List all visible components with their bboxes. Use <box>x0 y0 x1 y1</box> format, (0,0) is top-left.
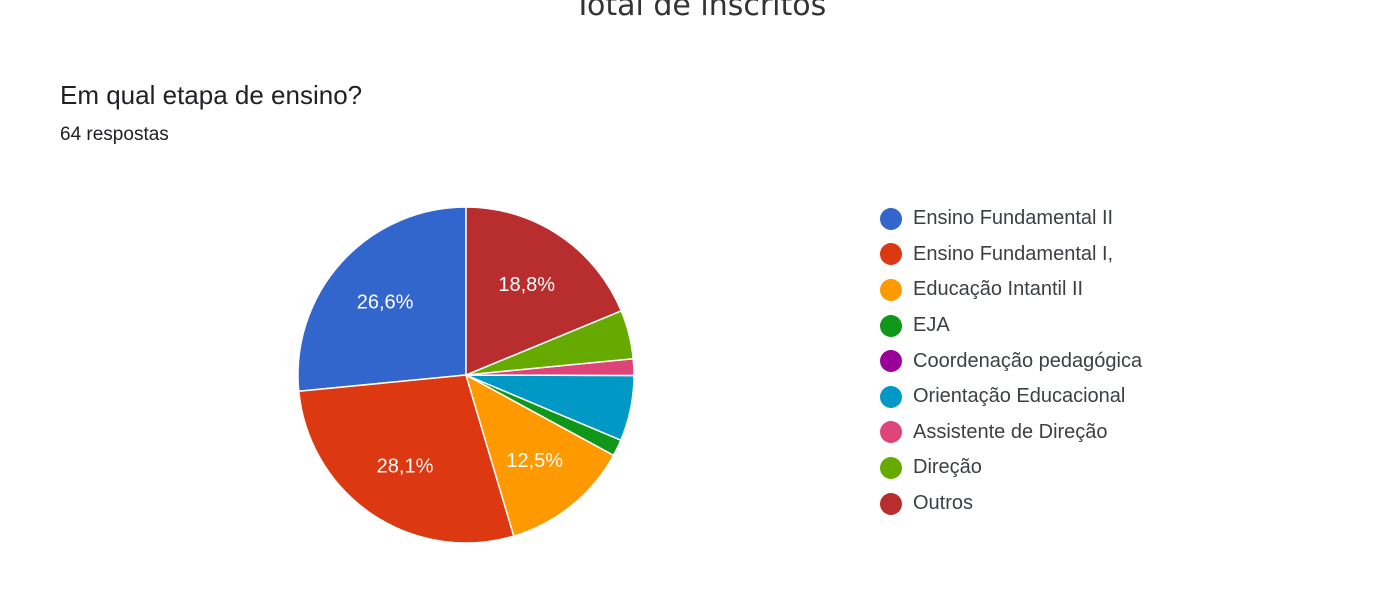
legend-item-assistente-de-direcao: Assistente de Direção <box>880 415 1142 451</box>
legend-swatch <box>880 243 902 266</box>
slice-label-ensino-fundamental-ii: 26,6% <box>357 292 414 314</box>
legend-label: Coordenação pedagógica <box>913 349 1143 372</box>
legend-label: Educação Intantil II <box>913 278 1084 301</box>
legend-item-eja: EJA <box>880 308 1142 344</box>
legend-label: Orientação Educacional <box>913 385 1126 408</box>
slice-label-outros: 18,8% <box>498 274 555 296</box>
legend-item-coordenacao-pedagogica: Coordenação pedagógica <box>880 343 1142 379</box>
legend-swatch <box>880 350 902 373</box>
legend-label: Direção <box>913 456 982 479</box>
legend-label: Assistente de Direção <box>913 420 1108 443</box>
legend-label: EJA <box>913 314 950 337</box>
legend-item-direcao: Direção <box>880 450 1142 486</box>
legend-label: Ensino Fundamental II <box>913 207 1114 230</box>
legend-swatch <box>880 207 902 230</box>
responses-count: 64 respostas <box>60 124 169 145</box>
page-title: Total de inscritos <box>573 0 827 23</box>
legend-swatch <box>880 456 902 479</box>
chart-legend: Ensino Fundamental II Ensino Fundamental … <box>880 201 1142 521</box>
legend-item-orientacao-educacional: Orientação Educacional <box>880 379 1142 415</box>
legend-item-outros: Outros <box>880 486 1142 522</box>
legend-item-ensino-fundamental-ii: Ensino Fundamental II <box>880 201 1142 237</box>
slice-label-ensino-fundamental-i: 28,1% <box>377 456 434 478</box>
legend-item-ensino-fundamental-i: Ensino Fundamental I, <box>880 237 1142 273</box>
legend-swatch <box>880 278 902 301</box>
question-title: Em qual etapa de ensino? <box>60 80 363 110</box>
legend-label: Outros <box>913 492 974 515</box>
legend-swatch <box>880 314 902 337</box>
legend-label: Ensino Fundamental I, <box>913 242 1114 265</box>
legend-swatch <box>880 385 902 408</box>
pie-slice-ensino-fundamental-i <box>297 374 515 544</box>
pie-slice-ensino-fundamental-ii <box>297 206 467 393</box>
slice-label-educacao-intantil-ii: 12,5% <box>506 450 563 472</box>
legend-swatch <box>880 421 902 444</box>
legend-swatch <box>880 492 902 515</box>
pie-slice-educacao-intantil-ii <box>464 373 615 537</box>
pie-slice-outros <box>465 206 623 377</box>
legend-item-educacao-intantil-ii: Educação Intantil II <box>880 272 1142 308</box>
